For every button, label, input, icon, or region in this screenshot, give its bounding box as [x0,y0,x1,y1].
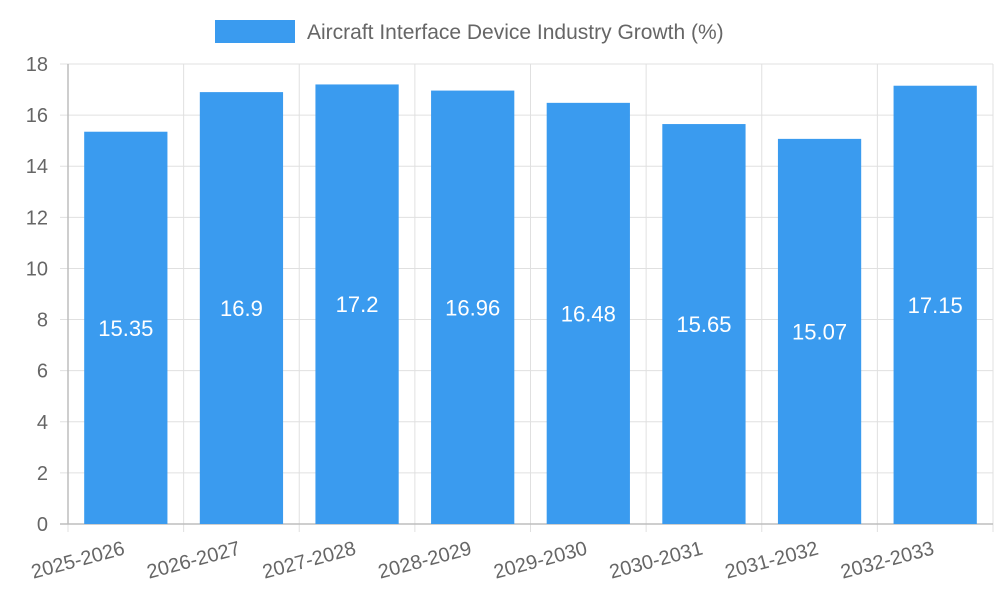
data-label: 15.65 [676,312,731,337]
x-tick-label: 2029-2030 [492,538,590,584]
data-label: 17.2 [336,292,379,317]
y-tick-label: 0 [37,514,48,536]
bar-2029-2030[interactable] [546,102,630,524]
data-label: 15.07 [792,319,847,344]
data-labels: 15.35 16.9 17.2 16.96 16.48 15.65 15.07 17.15 [98,292,962,344]
x-tick-label: 2031-2032 [723,538,821,584]
y-tick-label: 12 [26,207,48,229]
x-tick-label: 2026-2027 [145,538,243,584]
y-tick-label: 8 [37,310,48,332]
bar-2025-2026[interactable] [84,131,168,524]
bar-2031-2032[interactable] [777,138,862,524]
data-label: 16.9 [220,296,263,321]
legend[interactable]: Aircraft Interface Device Industry Growt… [215,20,724,44]
x-axis-ticks: 2025-2026 2026-2027 2027-2028 2028-2029 2029… [29,538,936,584]
bar-2028-2029[interactable] [431,90,515,525]
x-tick-label: 2030-2031 [607,538,705,584]
y-tick-label: 2 [37,463,48,485]
data-label: 15.35 [98,316,153,341]
bar-2026-2027[interactable] [199,92,284,524]
y-tick-label: 16 [26,105,48,127]
y-tick-label: 14 [26,156,48,178]
y-tick-label: 4 [37,412,48,434]
bars [84,84,977,525]
data-label: 16.96 [445,295,500,320]
x-tick-label: 2027-2028 [260,538,358,584]
bar-2030-2031[interactable] [662,124,746,525]
y-axis-ticks: 0 2 4 6 8 10 12 14 16 18 [26,54,48,536]
legend-label: Aircraft Interface Device Industry Growt… [307,21,724,44]
y-tick-label: 6 [37,361,48,383]
bar-2027-2028[interactable] [315,84,399,524]
y-tick-label: 10 [26,258,48,280]
x-tick-label: 2028-2029 [376,538,474,584]
data-label: 17.15 [908,293,963,318]
legend-swatch [215,20,295,43]
data-label: 16.48 [561,301,616,326]
y-tick-label: 18 [26,54,48,76]
x-tick-label: 2025-2026 [29,538,127,584]
x-tick-label: 2032-2033 [838,538,936,584]
bar-2032-2033[interactable] [893,85,977,524]
